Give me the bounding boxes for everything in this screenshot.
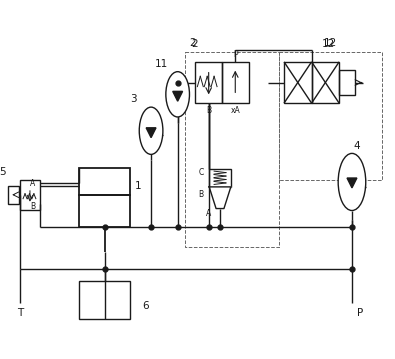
Ellipse shape	[338, 153, 366, 210]
Text: 5: 5	[0, 167, 6, 177]
Bar	[222, 62, 248, 103]
Text: 11: 11	[155, 59, 169, 69]
Text: C: C	[199, 168, 204, 177]
Text: B: B	[206, 106, 211, 115]
Text: B: B	[199, 190, 204, 199]
Text: B: B	[30, 202, 36, 211]
Text: 12: 12	[324, 38, 337, 48]
Text: xA: xA	[230, 106, 240, 115]
Bar	[20, 180, 40, 210]
Text: 4: 4	[354, 140, 360, 150]
Text: 2: 2	[189, 38, 196, 48]
Text: T: T	[17, 308, 23, 318]
Bar	[8, 186, 19, 204]
Polygon shape	[209, 187, 231, 209]
Text: P: P	[357, 308, 363, 318]
Bar	[209, 169, 231, 187]
Bar	[284, 62, 312, 103]
Bar	[79, 281, 130, 319]
Ellipse shape	[166, 72, 190, 117]
Bar	[339, 70, 355, 95]
Ellipse shape	[139, 107, 163, 154]
Text: A: A	[205, 209, 211, 218]
Text: A: A	[30, 180, 36, 188]
Text: 12: 12	[322, 39, 335, 49]
Bar	[312, 62, 339, 103]
Text: 1: 1	[135, 181, 141, 191]
Text: 3: 3	[130, 94, 137, 104]
Bar	[196, 62, 222, 103]
Bar	[79, 168, 130, 195]
Polygon shape	[146, 128, 156, 137]
Polygon shape	[173, 91, 182, 101]
Text: 6: 6	[142, 301, 149, 311]
Bar	[79, 195, 130, 227]
Polygon shape	[347, 178, 357, 188]
Text: P: P	[233, 50, 237, 60]
Text: 2: 2	[191, 39, 198, 49]
